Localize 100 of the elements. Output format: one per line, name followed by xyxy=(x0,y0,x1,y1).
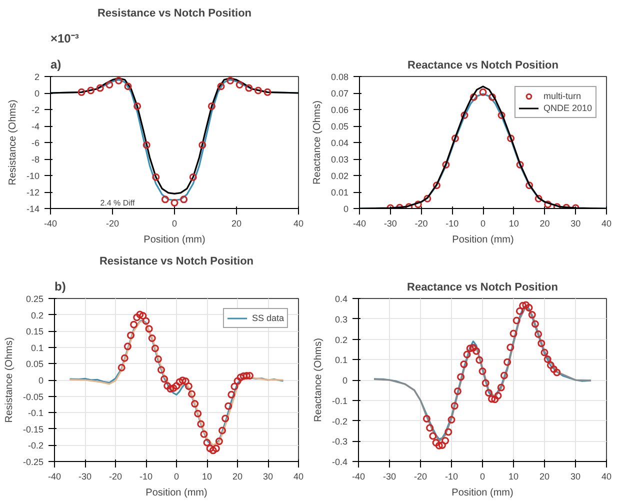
point xyxy=(507,134,515,142)
point xyxy=(454,387,462,395)
point xyxy=(488,93,496,101)
x-tick-label: -30 xyxy=(384,218,397,228)
x-tick-label: 30 xyxy=(570,218,581,228)
point xyxy=(158,366,165,374)
point xyxy=(426,424,434,432)
point xyxy=(491,396,499,404)
x-axis-title: Position (mm) xyxy=(146,488,208,498)
point xyxy=(450,402,458,410)
point xyxy=(484,389,492,397)
point xyxy=(546,361,554,369)
y-tick-label: 0.04 xyxy=(330,138,349,148)
point xyxy=(230,382,238,390)
point xyxy=(479,88,487,96)
point xyxy=(217,82,225,90)
y-tick-label: 0.1 xyxy=(30,342,44,353)
point xyxy=(197,420,205,428)
legend-label: SS data xyxy=(252,312,284,324)
point xyxy=(525,304,533,312)
x-tick-label: -30 xyxy=(78,472,92,482)
point xyxy=(478,367,486,375)
point xyxy=(106,81,114,88)
y-tick-label: -2 xyxy=(32,105,40,115)
point xyxy=(96,84,104,92)
point xyxy=(198,141,206,149)
x-tick-label: -20 xyxy=(108,472,122,482)
y-tick-label: 0 xyxy=(34,88,40,98)
x-tick-label: 0 xyxy=(172,218,178,228)
point xyxy=(87,86,95,94)
point xyxy=(476,356,484,364)
point xyxy=(466,344,474,352)
y-tick-label: 0.05 xyxy=(330,122,349,132)
x-tick-label: 40 xyxy=(601,218,612,228)
y-tick-label: 0.25 xyxy=(26,294,44,304)
point xyxy=(191,400,199,408)
point xyxy=(139,312,147,320)
y-tick-label: -8 xyxy=(32,154,40,164)
point xyxy=(242,372,250,380)
point xyxy=(172,382,180,390)
x-tick-label: 40 xyxy=(601,472,612,482)
point xyxy=(414,200,422,208)
point xyxy=(534,330,542,338)
point xyxy=(510,330,518,338)
y-tick-label: 0.07 xyxy=(330,88,349,98)
y-tick-label: -0.25 xyxy=(22,457,44,467)
y-tick-label: -0.05 xyxy=(22,392,44,402)
point xyxy=(254,86,262,94)
point xyxy=(435,442,443,450)
x-axis-title: Position (mm) xyxy=(452,234,514,246)
point xyxy=(182,378,190,386)
x-tick-label: 40 xyxy=(293,218,304,228)
text: ×10⁻³ xyxy=(50,32,79,46)
y-tick-label: 0.05 xyxy=(26,359,44,370)
annotation: 2.4 % Diff xyxy=(100,198,136,208)
point xyxy=(494,392,502,400)
x-tick-label: -20 xyxy=(414,218,428,228)
point xyxy=(460,360,468,368)
x-tick-label: 0 xyxy=(480,218,486,228)
point xyxy=(506,344,514,352)
x-axis-title: Position (mm) xyxy=(144,234,206,246)
y-tick-label: -0.15 xyxy=(22,424,44,434)
x-tick-label: -30 xyxy=(382,472,396,482)
y-tick-label: 0.2 xyxy=(334,334,348,345)
x-tick-label: -10 xyxy=(446,218,459,228)
chart-title: Resistance vs Notch Position xyxy=(99,256,254,268)
y-tick-label: 0.15 xyxy=(26,326,44,337)
point xyxy=(442,436,450,444)
point xyxy=(540,348,548,356)
y-tick-label: 0.01 xyxy=(330,188,349,198)
point xyxy=(422,414,430,422)
point xyxy=(544,355,552,363)
y-tick-label: -12 xyxy=(26,188,40,198)
point xyxy=(448,416,456,424)
point xyxy=(236,374,244,382)
x-tick-label: -10 xyxy=(444,472,458,482)
y-tick-label: -4 xyxy=(32,122,40,132)
x-tick-label: -40 xyxy=(352,218,366,228)
point xyxy=(226,76,234,84)
point xyxy=(469,344,477,352)
point xyxy=(544,200,552,208)
y-tick-label: 2 xyxy=(34,72,40,82)
text: b) xyxy=(54,280,66,294)
point xyxy=(550,365,558,373)
point xyxy=(497,384,505,392)
point xyxy=(264,88,272,96)
y-tick-label: 0.1 xyxy=(334,355,348,366)
point xyxy=(176,378,184,386)
point xyxy=(519,302,527,310)
point xyxy=(482,379,490,387)
x-tick-label: 20 xyxy=(540,218,550,228)
y-axis-title: Reactance (Ohms) xyxy=(312,100,323,184)
point xyxy=(124,82,132,90)
point xyxy=(488,395,496,403)
point xyxy=(114,76,122,84)
y-tick-label: 0 xyxy=(342,376,348,386)
x-tick-label: -10 xyxy=(139,472,153,482)
text: a) xyxy=(50,58,62,72)
point xyxy=(170,384,178,392)
x-tick-label: 20 xyxy=(539,472,550,482)
